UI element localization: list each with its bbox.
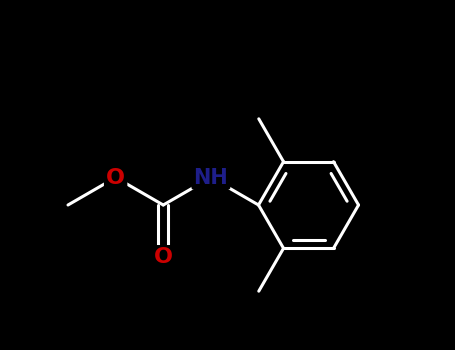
Text: O: O [106,168,125,188]
Text: NH: NH [193,168,228,188]
Text: O: O [154,247,173,267]
